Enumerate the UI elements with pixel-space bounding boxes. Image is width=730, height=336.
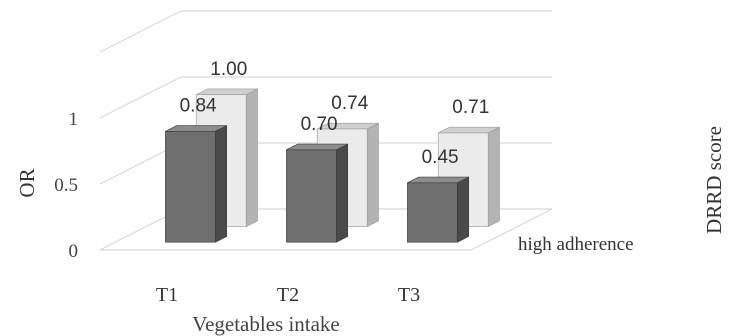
gridline bbox=[99, 76, 552, 119]
bar-top bbox=[196, 88, 258, 95]
x-tick-labels: T1 T2 T3 bbox=[156, 284, 420, 306]
y-axis-label: OR bbox=[15, 168, 39, 197]
bar-top bbox=[286, 143, 348, 151]
depth-series-label: high adherence bbox=[518, 234, 634, 255]
bar-side bbox=[366, 122, 379, 228]
x-tick-label: T2 bbox=[277, 284, 299, 306]
bar-side bbox=[336, 143, 349, 243]
data-label: 0.71 bbox=[452, 97, 489, 118]
data-label: 0.45 bbox=[422, 147, 459, 168]
bar-top bbox=[165, 125, 227, 132]
x-tick-label: T1 bbox=[156, 284, 178, 306]
bar-face bbox=[407, 182, 458, 243]
depth-axis-label: DRRD score bbox=[702, 126, 726, 234]
y-tick-labels: 00.51 bbox=[54, 109, 78, 262]
bar-side bbox=[487, 126, 500, 228]
x-axis-label: Vegetables intake bbox=[192, 312, 340, 336]
y-tick-label: 0 bbox=[69, 241, 79, 262]
bar-face bbox=[165, 131, 216, 243]
bar-face bbox=[286, 149, 337, 243]
bar-top bbox=[407, 176, 469, 184]
data-label: 0.70 bbox=[301, 114, 338, 135]
data-label: 0.84 bbox=[180, 96, 217, 117]
bar-side bbox=[457, 176, 470, 243]
data-label: 0.74 bbox=[331, 93, 368, 114]
data-labels: 1.00 0.74 0.71 0.84 0.70 0.45 bbox=[180, 59, 490, 168]
bar-side bbox=[245, 88, 258, 228]
bar-top bbox=[438, 126, 500, 134]
bar-front-T1 bbox=[165, 125, 227, 243]
bar-front-T2 bbox=[286, 143, 349, 243]
y-tick-label: 0.5 bbox=[54, 175, 78, 196]
y-tick-label: 1 bbox=[69, 109, 79, 130]
bar-side bbox=[215, 125, 227, 243]
series-front-bars bbox=[165, 125, 470, 243]
bar-front-T3 bbox=[407, 176, 470, 243]
data-label: 1.00 bbox=[210, 59, 247, 80]
x-tick-label: T3 bbox=[398, 284, 420, 306]
gridline bbox=[99, 10, 552, 53]
